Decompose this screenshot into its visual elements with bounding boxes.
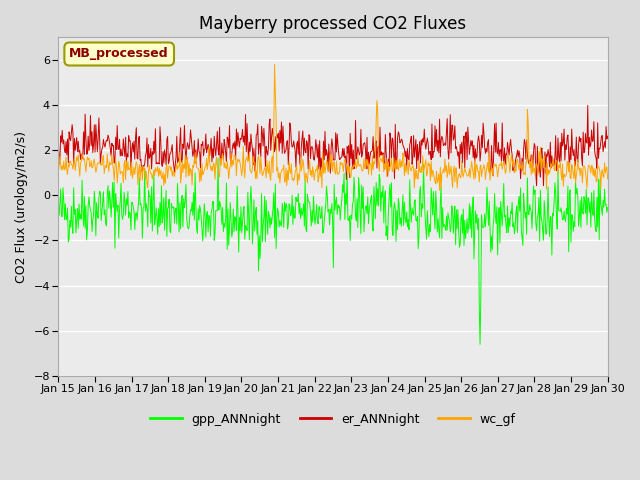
Line: wc_gf: wc_gf [58, 64, 607, 190]
Title: Mayberry processed CO2 Fluxes: Mayberry processed CO2 Fluxes [200, 15, 467, 33]
Legend: gpp_ANNnight, er_ANNnight, wc_gf: gpp_ANNnight, er_ANNnight, wc_gf [145, 408, 520, 431]
er_ANNnight [177, 125, 184, 131]
wc_gf [401, 173, 408, 179]
er_ANNnight [604, 133, 611, 139]
er_ANNnight [65, 160, 72, 166]
wc_gf [417, 169, 424, 175]
Y-axis label: CO2 Flux (urology/m2/s): CO2 Flux (urology/m2/s) [15, 131, 28, 283]
er_ANNnight [206, 153, 214, 159]
wc_gf [604, 176, 611, 182]
wc_gf [65, 161, 72, 167]
er_ANNnight [540, 183, 547, 189]
er_ANNnight [121, 154, 129, 159]
gpp_ANNnight [401, 199, 408, 205]
er_ANNnight [584, 102, 591, 108]
er_ANNnight [54, 138, 62, 144]
er_ANNnight [416, 139, 424, 144]
gpp_ANNnight [417, 184, 424, 190]
wc_gf [121, 158, 129, 164]
gpp_ANNnight [476, 341, 484, 347]
gpp_ANNnight [121, 199, 129, 204]
gpp_ANNnight [54, 203, 62, 208]
wc_gf [206, 160, 214, 166]
gpp_ANNnight [65, 239, 72, 245]
gpp_ANNnight [214, 155, 222, 161]
gpp_ANNnight [604, 204, 611, 210]
wc_gf [54, 168, 62, 174]
wc_gf [177, 180, 184, 186]
Line: gpp_ANNnight: gpp_ANNnight [58, 158, 607, 344]
Text: MB_processed: MB_processed [69, 48, 169, 60]
wc_gf [271, 61, 278, 67]
Line: er_ANNnight: er_ANNnight [58, 105, 607, 186]
er_ANNnight [400, 144, 408, 150]
wc_gf [436, 187, 444, 193]
gpp_ANNnight [177, 226, 184, 232]
gpp_ANNnight [206, 214, 214, 220]
